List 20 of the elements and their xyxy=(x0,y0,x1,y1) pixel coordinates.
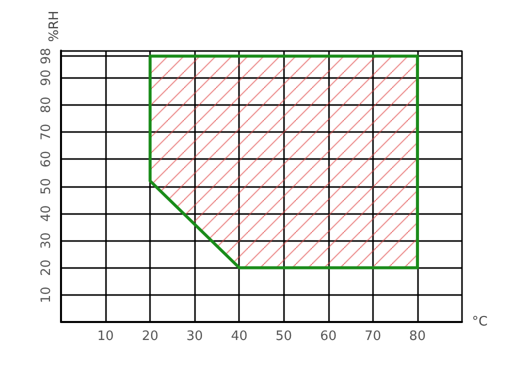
y-tick-label: 50 xyxy=(39,178,54,195)
y-axis-title: %RH xyxy=(47,10,62,42)
y-tick-label: 90 xyxy=(39,70,54,86)
x-tick-label: 60 xyxy=(320,329,337,344)
x-tick-label: 80 xyxy=(409,329,426,344)
y-tick-label: 10 xyxy=(39,286,54,304)
x-tick-label: 20 xyxy=(142,329,158,344)
y-tick-label: 30 xyxy=(39,232,54,249)
y-tick-label: 20 xyxy=(39,259,54,276)
x-tick-label: 10 xyxy=(97,329,114,344)
x-axis-title: °C xyxy=(472,314,488,330)
y-tick-label: 70 xyxy=(39,124,54,140)
x-tick-label: 70 xyxy=(364,329,382,344)
y-tick-label: 60 xyxy=(39,150,54,168)
x-tick-label: 40 xyxy=(230,329,248,344)
x-tick-label: 30 xyxy=(186,329,203,344)
y-tick-label: 40 xyxy=(39,205,54,222)
y-tick-label: 98 xyxy=(39,48,54,64)
x-tick-label: 50 xyxy=(276,329,292,344)
y-tick-label: 80 xyxy=(39,96,54,114)
